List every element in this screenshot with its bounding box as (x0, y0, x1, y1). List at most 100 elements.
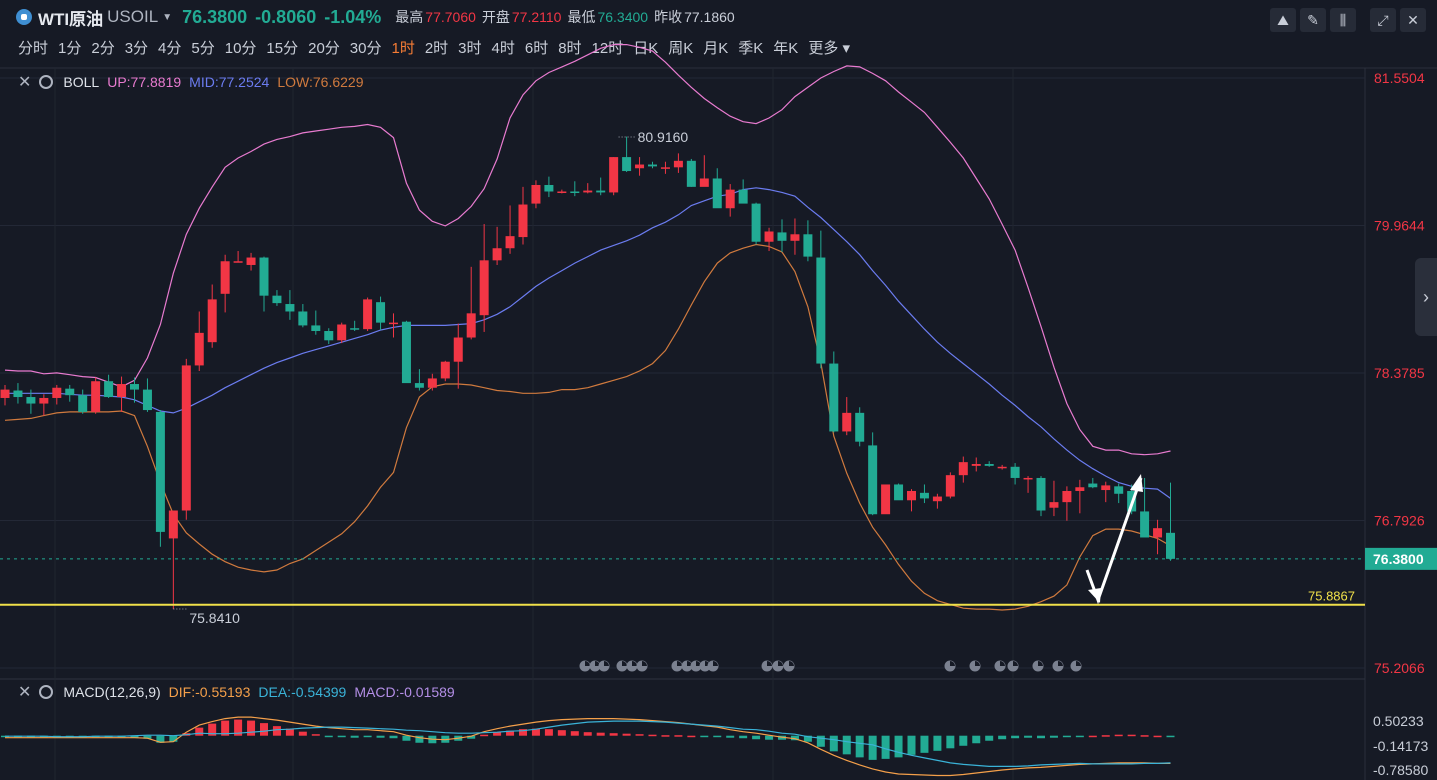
interval-tab-19[interactable]: 月K (703, 40, 729, 57)
candle-body (997, 466, 1007, 469)
symbol-code[interactable]: USOIL (107, 7, 159, 26)
interval-tab-5[interactable]: 5分 (191, 40, 215, 57)
open-value: 77.2110 (511, 9, 562, 25)
candle-body (492, 248, 502, 261)
candle-body (246, 257, 256, 265)
remove-indicator-icon[interactable]: ✕ (18, 74, 32, 91)
candle-body (583, 190, 593, 193)
macd-hist-bar (570, 731, 579, 736)
current-price-tag (1365, 547, 1437, 570)
macd-hist-bar (583, 732, 592, 736)
macd-hist-bar (363, 735, 372, 738)
candle-body (971, 464, 981, 466)
prev-close-value: 77.1860 (684, 9, 735, 25)
macd-settings-gear-icon[interactable] (39, 685, 54, 699)
candle-body (324, 331, 334, 341)
candle-body (78, 395, 88, 412)
candle-body (738, 189, 748, 204)
fullscreen-icon[interactable]: ⤢ (1370, 8, 1396, 32)
macd-hist-bar (311, 734, 320, 736)
interval-tab-20[interactable]: 季K (738, 40, 764, 57)
draw-tool-icon[interactable]: ✎ (1300, 8, 1326, 32)
candle-body (363, 299, 373, 330)
candle-body (311, 325, 321, 332)
macd-hist-bar (234, 719, 243, 736)
close-icon[interactable]: ✕ (1400, 8, 1426, 32)
macd-hist-bar (946, 735, 955, 749)
candle-body (622, 157, 632, 172)
interval-tab-15[interactable]: 8时 (558, 40, 582, 57)
candle-body (1062, 490, 1072, 503)
interval-tab-6[interactable]: 10分 (224, 40, 257, 57)
event-marker-icon-cut (585, 661, 590, 666)
candle-body (648, 164, 657, 167)
interval-tab-22[interactable]: 更多 ▾ (808, 40, 851, 57)
macd-hist-bar (1166, 735, 1175, 738)
interval-tab-2[interactable]: 2分 (91, 40, 115, 57)
high-label: 最高 (395, 9, 424, 25)
interval-tab-14[interactable]: 6时 (524, 40, 549, 57)
settings-gear-icon[interactable] (39, 75, 54, 89)
interval-tab-18[interactable]: 周K (668, 40, 694, 57)
macd-hist-bar (480, 734, 489, 737)
event-marker-icon-cut (642, 661, 647, 666)
candle-body (842, 412, 852, 432)
interval-tab-0[interactable]: 分时 (18, 40, 49, 57)
interval-tab-11[interactable]: 2时 (424, 40, 449, 57)
interval-tab-1[interactable]: 1分 (58, 40, 82, 57)
interval-tab-7[interactable]: 15分 (266, 40, 299, 57)
price-tick-label: 79.9644 (1374, 218, 1425, 234)
boll-mid-value: MID:77.2524 (189, 74, 270, 90)
event-marker-icon-cut (767, 661, 772, 666)
candle-body (440, 361, 450, 379)
interval-tab-10[interactable]: 1时 (391, 40, 415, 57)
candle-body (130, 384, 139, 390)
interval-tab-21[interactable]: 年K (773, 40, 799, 57)
boll-lower-line (4, 243, 1171, 611)
candle-body (531, 184, 541, 204)
candle-body (609, 157, 619, 193)
macd-hist-bar (661, 735, 670, 737)
event-markers (579, 660, 1082, 672)
event-marker-icon-cut (604, 661, 609, 666)
boll-name: BOLL (63, 74, 100, 90)
interval-tab-8[interactable]: 20分 (308, 40, 340, 57)
interval-tab-4[interactable]: 4分 (158, 40, 182, 57)
indicator-icon[interactable]: ⫼ (1330, 8, 1356, 32)
macd-dif-line (5, 716, 1171, 777)
interval-tab-13[interactable]: 4时 (491, 40, 515, 57)
candle-body (272, 295, 282, 304)
macd-hist-bar (415, 735, 424, 743)
remove-macd-icon[interactable]: ✕ (18, 684, 32, 701)
low-value: 76.3400 (597, 9, 649, 25)
candle-body (337, 324, 347, 341)
last-price: 76.3800 (182, 6, 248, 27)
symbol-name[interactable]: WTI原油 (38, 9, 104, 29)
candle-body (65, 388, 75, 396)
annotations: 75.8867 76.3800 80.9160 75.8410 (0, 129, 1437, 626)
macd-hist-bar (260, 723, 268, 736)
expand-panel-chevron-icon[interactable]: › (1415, 258, 1437, 336)
macd-panel: 0.50233 -0.14173 -0.78580 (1, 713, 1428, 778)
interval-tab-3[interactable]: 3分 (124, 40, 149, 57)
candle-body (751, 203, 761, 242)
macd-hist-bar (829, 735, 838, 752)
candle-body (712, 178, 722, 209)
interval-tab-12[interactable]: 3时 (458, 40, 482, 57)
candle-body (298, 311, 308, 326)
macd-hist-bar (195, 727, 204, 736)
candle-body (686, 160, 696, 187)
macd-hist-bar (272, 726, 281, 736)
candle-body (881, 484, 891, 515)
macd-hist-bar (324, 735, 333, 738)
interval-tab-9[interactable]: 30分 (349, 40, 382, 57)
chart-type-icon[interactable]: ⛰ (1270, 8, 1296, 32)
candle-body (389, 322, 398, 325)
macd-hist-bar (337, 735, 346, 738)
quote-row: WTI原油 USOIL ▼ 76.3800 -0.8060 -1.04% 最高 … (16, 6, 735, 29)
event-marker-icon-cut (632, 661, 637, 666)
symbol-dropdown-icon[interactable]: ▼ (162, 11, 173, 23)
macd-hist-bar (1101, 735, 1110, 737)
candle-body (803, 234, 813, 257)
